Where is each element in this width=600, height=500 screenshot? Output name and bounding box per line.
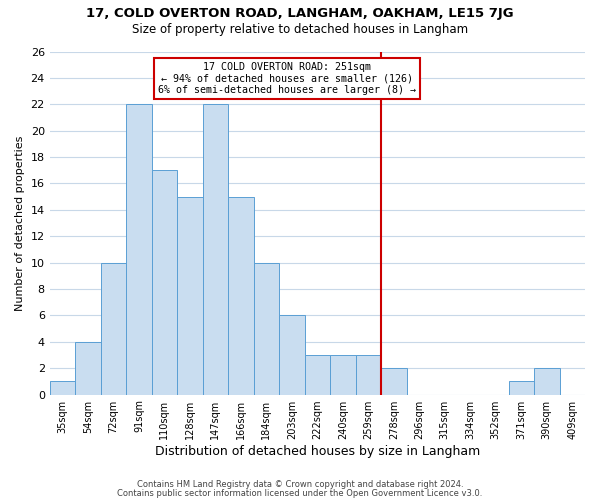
Text: 17 COLD OVERTON ROAD: 251sqm
← 94% of detached houses are smaller (126)
6% of se: 17 COLD OVERTON ROAD: 251sqm ← 94% of de… — [158, 62, 416, 96]
Bar — [75, 342, 101, 394]
Bar — [279, 316, 305, 394]
Bar — [534, 368, 560, 394]
Bar — [101, 262, 126, 394]
Bar — [509, 382, 534, 394]
Bar — [254, 262, 279, 394]
Bar — [203, 104, 228, 395]
Bar — [330, 355, 356, 395]
Text: Contains HM Land Registry data © Crown copyright and database right 2024.: Contains HM Land Registry data © Crown c… — [137, 480, 463, 489]
Bar — [228, 196, 254, 394]
Text: Size of property relative to detached houses in Langham: Size of property relative to detached ho… — [132, 22, 468, 36]
Text: Contains public sector information licensed under the Open Government Licence v3: Contains public sector information licen… — [118, 488, 482, 498]
Bar — [356, 355, 381, 395]
Bar — [177, 196, 203, 394]
Bar — [50, 382, 75, 394]
Bar — [381, 368, 407, 394]
Bar — [152, 170, 177, 394]
Bar — [126, 104, 152, 395]
X-axis label: Distribution of detached houses by size in Langham: Distribution of detached houses by size … — [155, 444, 480, 458]
Text: 17, COLD OVERTON ROAD, LANGHAM, OAKHAM, LE15 7JG: 17, COLD OVERTON ROAD, LANGHAM, OAKHAM, … — [86, 8, 514, 20]
Y-axis label: Number of detached properties: Number of detached properties — [15, 136, 25, 310]
Bar — [305, 355, 330, 395]
